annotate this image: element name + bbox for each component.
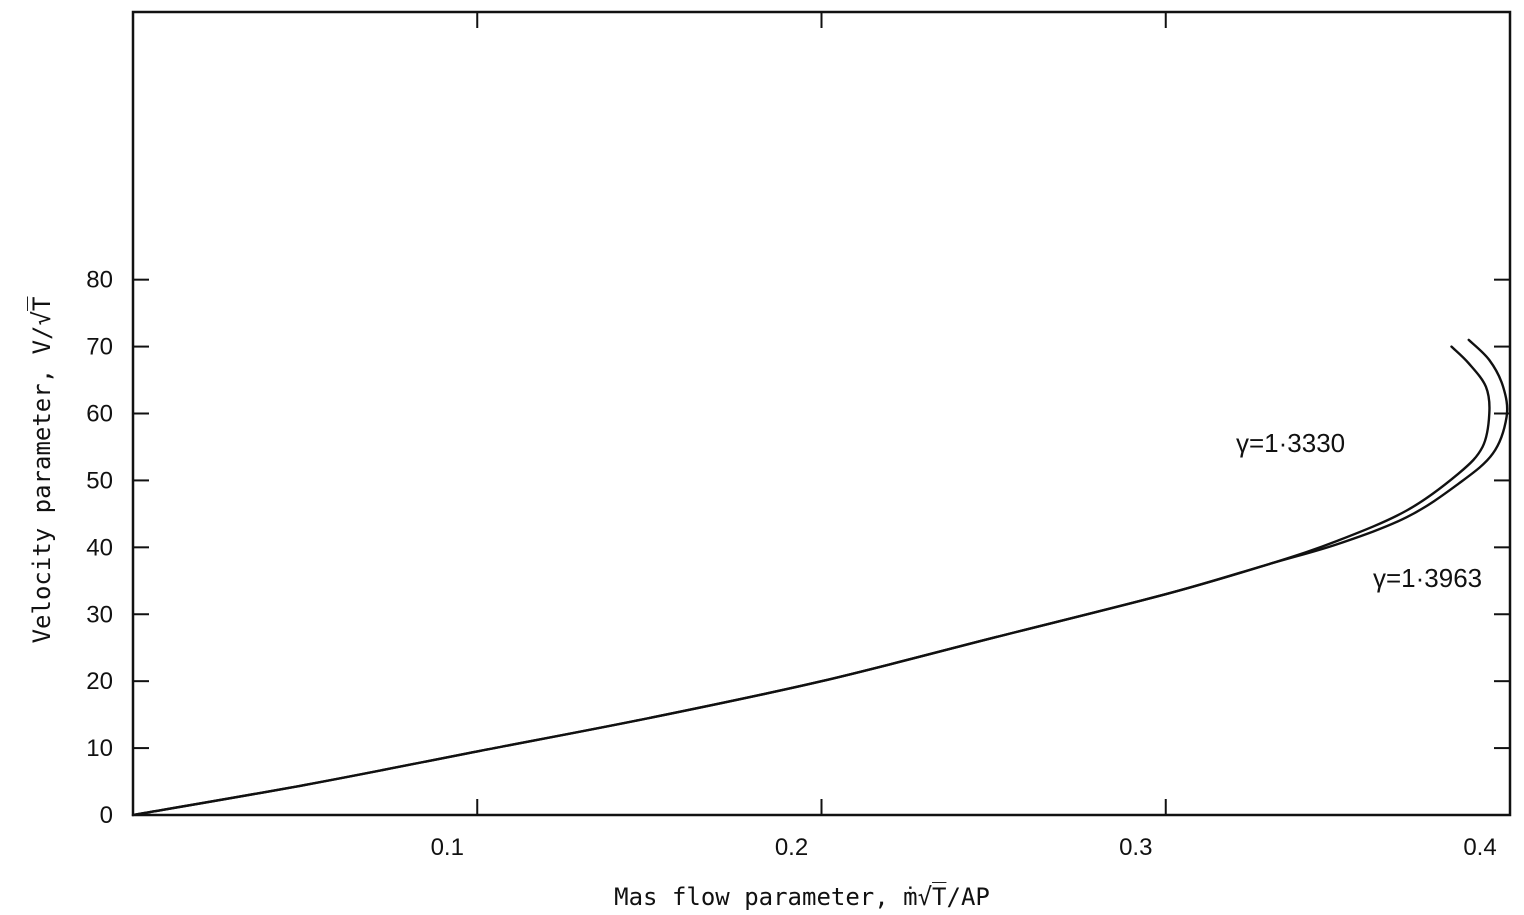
series-line-1 — [133, 340, 1507, 815]
annotation-gamma-1-3330: γ=1·3330 — [1236, 428, 1345, 458]
tick-labels-group: 0.1 0.2 0.3 0.4 0 10 20 30 40 50 60 70 80 — [86, 267, 1496, 861]
x-axis-title: Mas flow parameter, ṁ√T̅/AP — [614, 882, 990, 911]
series-layer — [133, 340, 1507, 815]
y-axis-title: Velocity parameter, V/√T̅ — [27, 296, 56, 643]
x-tick-label: 0.4 — [1463, 834, 1496, 861]
plot-frame — [133, 12, 1510, 815]
y-tick-label: 80 — [86, 267, 113, 294]
y-tick-label: 0 — [100, 802, 113, 829]
y-tick-label: 50 — [86, 467, 113, 494]
y-tick-label: 20 — [86, 668, 113, 695]
x-tick-label: 0.3 — [1119, 834, 1152, 861]
y-tick-label: 70 — [86, 334, 113, 361]
y-tick-label: 10 — [86, 735, 113, 762]
x-tick-label: 0.2 — [775, 834, 808, 861]
y-tick-label: 40 — [86, 534, 113, 561]
y-tick-label: 60 — [86, 401, 113, 428]
annotation-gamma-1-3963: γ=1·3963 — [1373, 563, 1482, 593]
series-line-0 — [133, 347, 1490, 815]
ticks-group — [133, 12, 1510, 815]
x-tick-label: 0.1 — [431, 834, 464, 861]
y-tick-label: 30 — [86, 601, 113, 628]
